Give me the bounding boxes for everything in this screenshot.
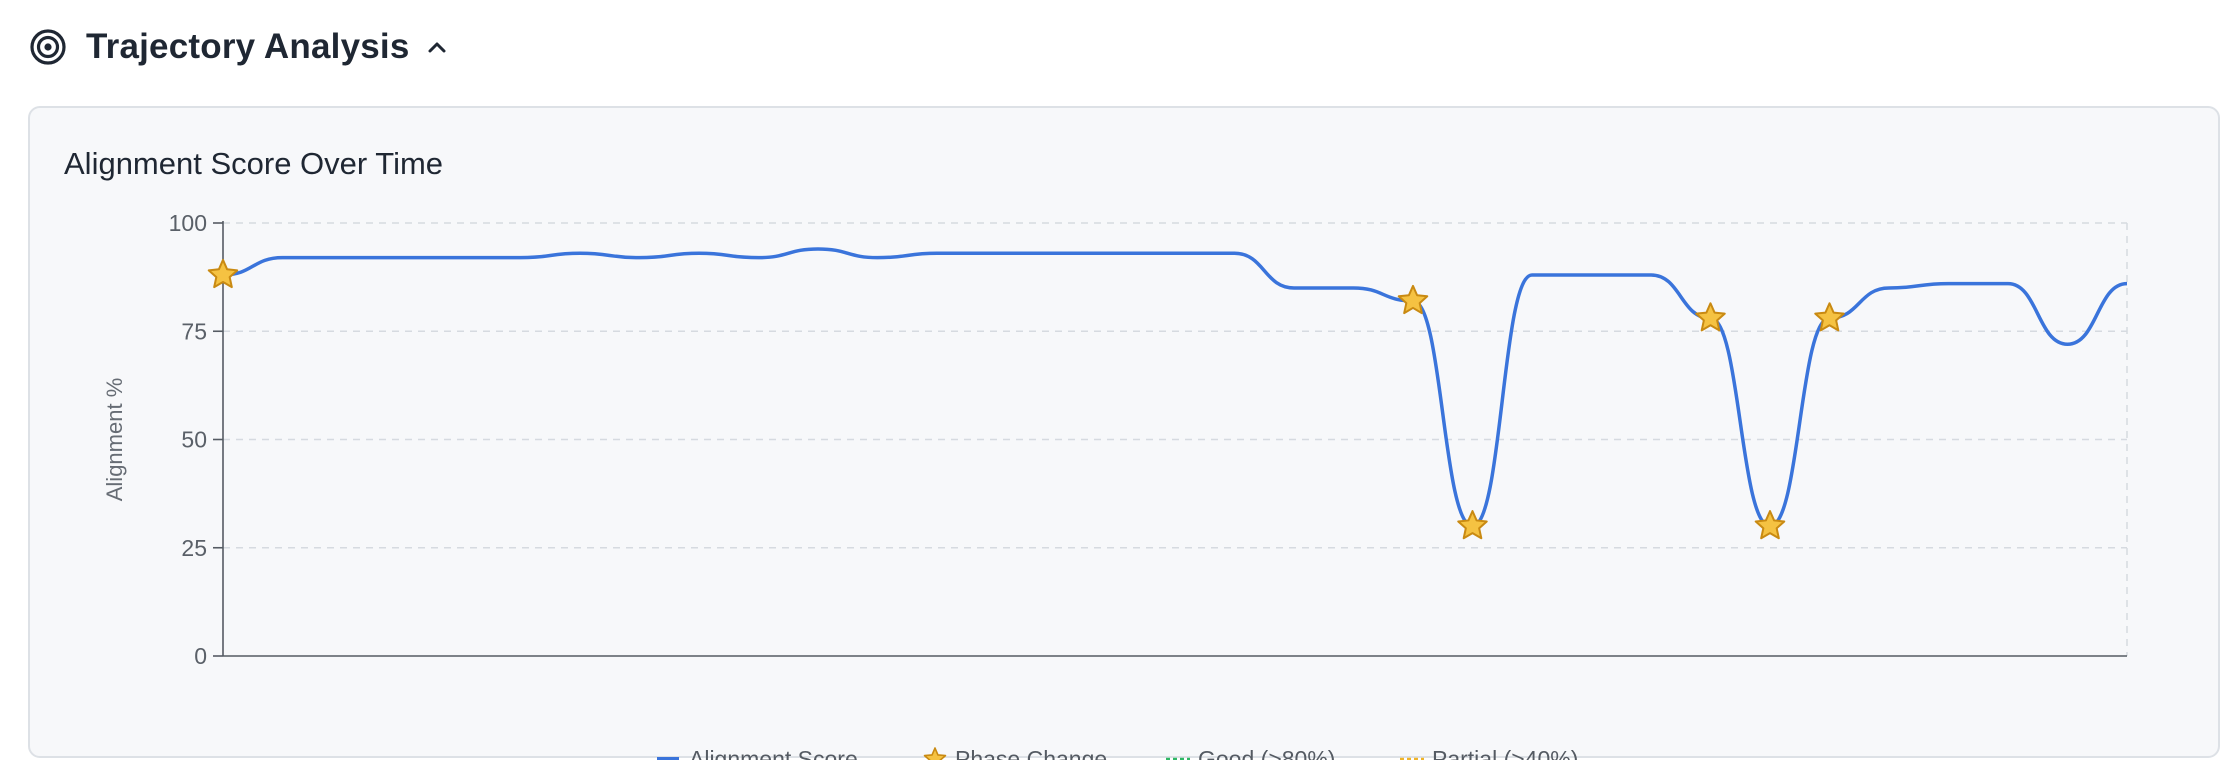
y-axis-label: Alignment % [102,378,127,502]
series-line-alignment-score [222,247,2128,528]
legend-marker-star [923,747,947,760]
legend-item-label: Good (>80%) [1198,746,1335,760]
phase-change-marker [1397,284,1429,315]
phase-change-marker [1754,510,1786,540]
phase-change-marker [1457,510,1488,540]
legend-item-label: Partial (>40%) [1432,746,1578,760]
chart-card: Alignment Score Over Time 0 25 50 75 100 Alig… [28,106,2220,760]
legend-item-label: Phase Change [955,746,1107,760]
y-tick-label: 0 [194,643,207,669]
chart-title: Alignment Score Over Time [64,146,444,181]
section-title: Trajectory Analysis [86,27,410,66]
y-tick-label: 25 [181,535,207,561]
phase-change-marker [1814,302,1845,332]
phase-change-marker [1695,302,1726,332]
phase-change-marker [207,258,239,289]
alignment-chart: 0 25 50 75 100 Alignment % Alignment Score Phas… [102,210,2128,760]
chevron-up-icon[interactable] [424,34,450,60]
y-tick-label: 100 [169,210,207,236]
legend-item-label: Alignment Score [689,746,858,760]
y-tick-label: 75 [181,318,207,344]
y-tick-label: 50 [181,427,207,453]
section-header[interactable]: Trajectory Analysis [28,22,450,72]
target-icon [28,27,68,67]
